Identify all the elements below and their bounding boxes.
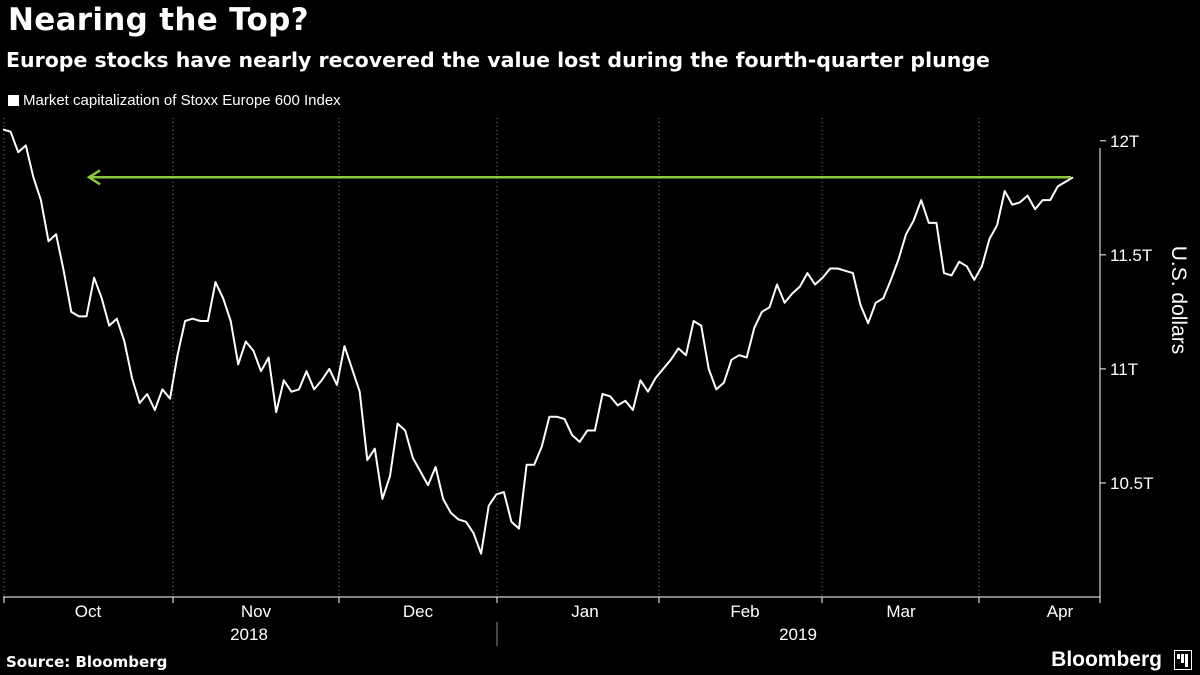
- source-note: Source: Bloomberg: [6, 653, 168, 671]
- year-label: 2018: [230, 625, 268, 644]
- bloomberg-chart-icon: [1174, 650, 1192, 670]
- brand-logo-text: Bloomberg: [1051, 648, 1162, 671]
- x-tick-label: Jan: [571, 602, 598, 621]
- y-tick-label: 11T: [1110, 360, 1138, 379]
- y-axis-label: U.S. dollars: [1167, 245, 1190, 355]
- x-tick-label: Apr: [1047, 602, 1074, 621]
- series-line: [2, 128, 1074, 555]
- x-tick-label: Nov: [241, 602, 272, 621]
- y-tick-label: 12T: [1110, 132, 1139, 151]
- y-tick-label: 10.5T: [1110, 474, 1153, 493]
- chart-title: Nearing the Top?: [8, 2, 309, 38]
- chart-legend: Market capitalization of Stoxx Europe 60…: [8, 92, 341, 109]
- year-label: 2019: [779, 625, 817, 644]
- legend-label: Market capitalization of Stoxx Europe 60…: [23, 92, 341, 109]
- x-tick-label: Oct: [75, 602, 102, 621]
- chart-subtitle: Europe stocks have nearly recovered the …: [6, 48, 990, 72]
- recovery-arrow-head: [86, 169, 101, 186]
- x-tick-label: Mar: [886, 602, 916, 621]
- legend-swatch: [8, 95, 19, 106]
- x-tick-label: Dec: [403, 602, 434, 621]
- x-tick-label: Feb: [730, 602, 759, 621]
- y-tick-label: 11.5T: [1110, 246, 1152, 265]
